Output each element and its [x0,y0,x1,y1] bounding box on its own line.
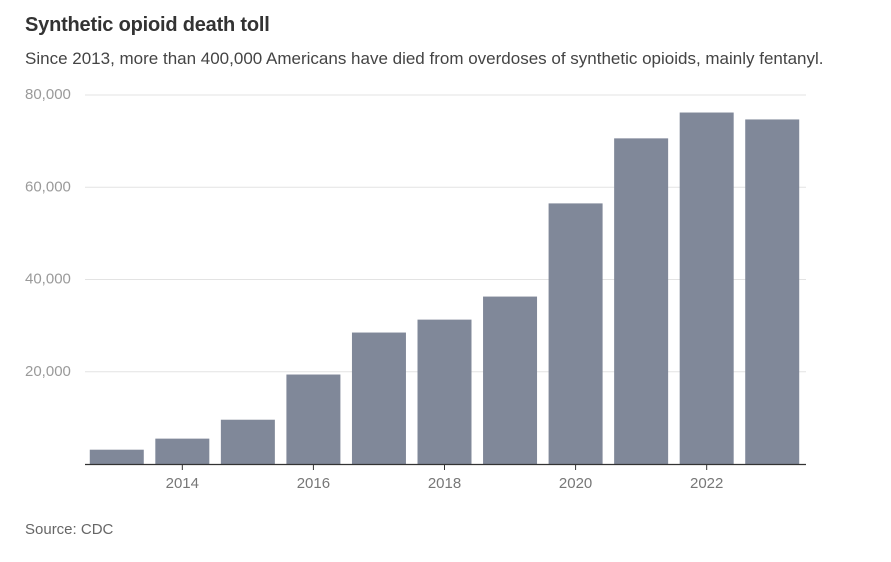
bar-2023 [745,119,800,464]
bar-2019 [483,296,538,464]
x-tick-label: 2018 [428,475,461,492]
axes [85,463,806,470]
bar-2015 [220,419,275,464]
x-tick-label: 2022 [690,475,723,492]
bar-2021 [614,138,669,465]
bar-2022 [679,112,734,464]
y-tick-label: 20,000 [25,363,71,380]
bars [89,112,800,465]
bar-2018 [417,319,472,464]
x-tick-label: 2020 [559,475,592,492]
y-tick-label: 60,000 [25,178,71,195]
chart-subtitle: Since 2013, more than 400,000 Americans … [25,49,824,68]
source-note: Source: CDC [25,521,114,538]
bar-2020 [548,203,603,465]
y-tick-label: 40,000 [25,271,71,288]
x-tick-label: 2016 [297,475,330,492]
bar-2016 [286,374,341,464]
bar-2014 [155,438,210,464]
x-tick-label: 2014 [166,475,199,492]
tick-labels: 20,000 40,000 60,000 80,000 2014 2016 2018 2020… [25,86,723,492]
bar-2017 [351,332,406,464]
chart-title: Synthetic opioid death toll [25,14,270,36]
y-tick-label: 80,000 [25,86,71,103]
bar-2013 [89,449,144,464]
